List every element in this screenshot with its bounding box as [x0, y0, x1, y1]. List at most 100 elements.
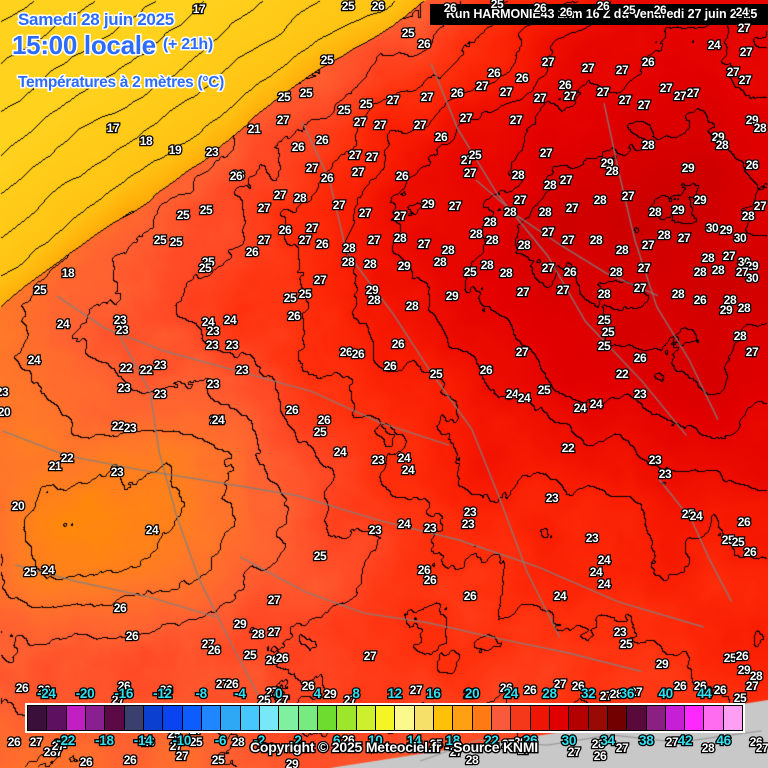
temperature-value-label: 27: [362, 649, 377, 664]
colorbar-swatch: [221, 706, 241, 730]
temperature-value-label: 24: [688, 509, 703, 524]
temperature-value-label: 24: [40, 563, 55, 578]
colorbar-tick: -4: [233, 685, 247, 703]
temperature-value-label: 26: [284, 403, 299, 418]
temperature-value-label: 27: [462, 687, 477, 702]
temperature-value-label: 23: [112, 313, 127, 328]
colorbar-swatch: [549, 706, 570, 730]
temperature-value-label: 29: [284, 757, 299, 768]
temperature-value-label: 26: [260, 741, 275, 756]
temperature-value-label: 23: [657, 467, 672, 482]
temperature-value-label: 20: [10, 499, 25, 514]
colorbar-swatch: [627, 706, 647, 730]
temperature-value-label: 28: [230, 735, 245, 750]
temperature-value-label: 26: [206, 643, 221, 658]
temperature-value-label: 28: [340, 255, 355, 270]
temperature-value-label: 27: [564, 201, 579, 216]
temperature-value-label: 27: [357, 206, 372, 221]
temperature-value-label: 27: [416, 237, 431, 252]
temperature-value-label: 27: [538, 146, 553, 161]
temperature-value-label: 28: [542, 178, 557, 193]
colorbar-tick: 28: [541, 685, 558, 703]
temperature-value-label: 27: [168, 739, 183, 754]
temperature-value-label: 26: [122, 753, 137, 768]
colorbar-swatch: [66, 706, 86, 730]
colorbar-tick: 32: [580, 685, 597, 703]
temperature-value-label: 27: [532, 91, 547, 106]
temperature-value-label: 26: [350, 347, 365, 362]
colorbar-tick: 8: [351, 685, 361, 703]
temperature-value-label: 24: [516, 391, 531, 406]
colorbar-tick: 12: [386, 685, 403, 703]
colorbar-tick: -6: [213, 732, 227, 750]
temperature-value-label: 26: [433, 130, 448, 145]
temperature-value-label: 26: [532, 1, 547, 16]
colorbar-swatch: [317, 706, 338, 730]
temperature-value-label: 28: [468, 227, 483, 242]
colorbar-swatch: [704, 706, 724, 730]
colorbar-tick: 18: [444, 732, 461, 750]
temperature-value-label: 30: [736, 255, 751, 270]
temperature-value-label: 27: [752, 199, 767, 214]
colorbar-tick: -24: [36, 685, 57, 703]
colorbar-tick: 14: [405, 732, 422, 750]
temperature-value-label: 28: [464, 753, 479, 768]
colorbar-tick: 16: [425, 685, 442, 703]
temperature-value-label: 27: [744, 345, 759, 360]
temperature-value-label: 27: [640, 238, 655, 253]
temperature-value-label: 18: [60, 266, 75, 281]
temperature-value-label: 26: [734, 649, 749, 664]
temperature-value-label: 23: [109, 465, 124, 480]
temperature-value-label: 26: [124, 629, 139, 644]
temperature-value-label: 23: [204, 338, 219, 353]
temperature-value-label: 26: [370, 0, 385, 13]
model-run-bar: Run HARMONIE43 2km 16 Z du Vendredi 27 j…: [430, 4, 768, 25]
temperature-value-label: 27: [366, 233, 381, 248]
temperature-value-label: 28: [752, 121, 767, 136]
temperature-value-label: 23: [632, 387, 647, 402]
temperature-value-label: 27: [540, 55, 555, 70]
temperature-value-label: 24: [55, 317, 70, 332]
temperature-value-label: 26: [652, 3, 667, 18]
temperature-value-label: 26: [244, 245, 259, 260]
temperature-value-label: 25: [22, 565, 37, 580]
temperature-value-label: 27: [552, 677, 567, 692]
colorbar-swatch: [298, 706, 318, 730]
temperature-value-label: 25: [596, 339, 611, 354]
colorbar-swatch: [105, 706, 125, 730]
colorbar-swatch: [182, 706, 202, 730]
temperature-value-label: 27: [516, 743, 531, 758]
temperature-value-label: 23: [122, 421, 137, 436]
temperature-value-label: 25: [168, 235, 183, 250]
temperature-value-label: 26: [274, 651, 289, 666]
temperature-value-label: 27: [598, 689, 613, 704]
temperature-value-label: 25: [340, 0, 355, 13]
colorbar-tick: 4: [312, 685, 322, 703]
temperature-value-label: 25: [298, 86, 313, 101]
temperature-value-label: 23: [584, 531, 599, 546]
temperature-value-label: 28: [640, 138, 655, 153]
temperature-value-label: 29: [744, 259, 759, 274]
colorbar-tick: -20: [74, 685, 95, 703]
temperature-value-label: 28: [700, 741, 715, 756]
colorbar-swatch: [472, 706, 492, 730]
temperature-value-label: 25: [722, 651, 737, 666]
temperature-value-label: 26: [522, 683, 537, 698]
temperature-value-label: 25: [462, 265, 477, 280]
temperature-value-label: 25: [732, 691, 747, 706]
temperature-value-label: 27: [275, 113, 290, 128]
temperature-value-label: 27: [725, 65, 740, 80]
temperature-value-label: 23: [152, 358, 167, 373]
temperature-value-label: 27: [28, 735, 43, 750]
temperature-value-label: 26: [264, 653, 279, 668]
temperature-value-label: 27: [385, 93, 400, 108]
temperature-value-label: 24: [332, 445, 347, 460]
temperature-value-label: 27: [272, 188, 287, 203]
temperature-value-label: 23: [612, 625, 627, 640]
temperature-value-label: 30: [512, 735, 527, 750]
temperature-value-label: 25: [175, 208, 190, 223]
temperature-value-label: 27: [685, 86, 700, 101]
temperature-value-label: 25: [358, 97, 373, 112]
temperature-value-label: 29: [736, 663, 751, 678]
temperature-value-label: 24: [706, 38, 721, 53]
